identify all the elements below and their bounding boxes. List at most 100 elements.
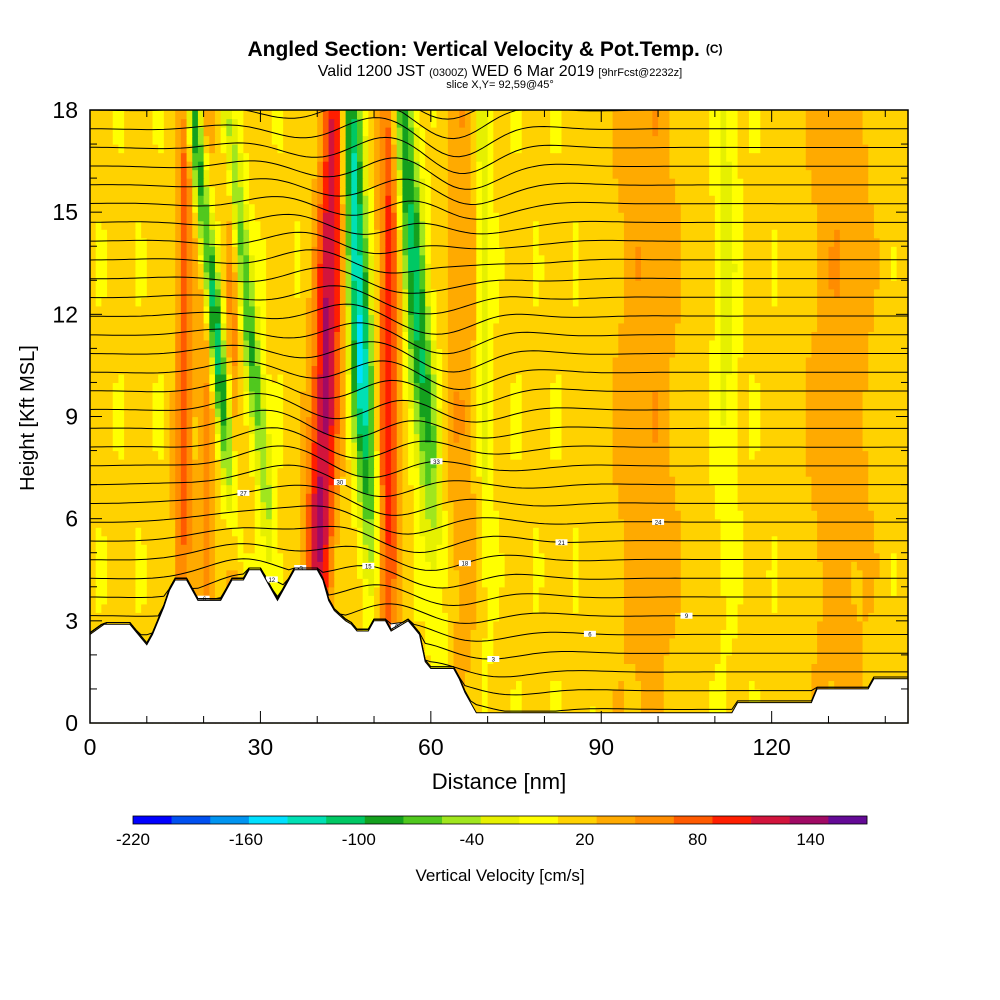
- velocity-cell: [817, 663, 824, 673]
- velocity-cell: [663, 688, 671, 699]
- velocity-cell: [521, 450, 528, 460]
- velocity-cell: [209, 459, 216, 469]
- velocity-cell: [567, 527, 574, 537]
- velocity-cell: [504, 425, 511, 435]
- velocity-cell: [658, 697, 665, 707]
- velocity-cell: [709, 518, 716, 528]
- velocity-cell: [351, 544, 358, 554]
- velocity-cell: [760, 442, 767, 452]
- velocity-cell: [527, 433, 534, 443]
- velocity-cell: [197, 518, 205, 528]
- velocity-cell: [112, 484, 119, 494]
- velocity-cell: [777, 561, 784, 571]
- velocity-cell: [885, 442, 892, 452]
- velocity-cell: [175, 433, 182, 443]
- velocity-cell: [805, 476, 813, 486]
- velocity-cell: [777, 620, 784, 630]
- velocity-cell: [124, 467, 131, 477]
- velocity-cell: [464, 527, 472, 537]
- velocity-cell: [822, 493, 830, 503]
- velocity-cell: [868, 467, 875, 477]
- velocity-cell: [851, 620, 858, 630]
- velocity-cell: [595, 484, 602, 494]
- velocity-cell: [777, 688, 784, 699]
- velocity-cell: [839, 671, 847, 682]
- velocity-cell: [726, 442, 733, 452]
- velocity-cell: [800, 688, 807, 699]
- velocity-cell: [510, 629, 517, 639]
- velocity-cell: [567, 433, 574, 443]
- velocity-cell: [345, 450, 352, 460]
- velocity-cell: [589, 637, 597, 647]
- velocity-cell: [862, 527, 869, 537]
- velocity-cell: [152, 501, 159, 511]
- velocity-cell: [572, 620, 580, 630]
- velocity-cell: [226, 527, 233, 537]
- velocity-cell: [567, 493, 574, 503]
- velocity-cell: [703, 697, 710, 707]
- velocity-cell: [760, 646, 767, 656]
- velocity-cell: [805, 654, 813, 664]
- velocity-cell: [430, 663, 438, 673]
- velocity-cell: [896, 501, 903, 511]
- velocity-cell: [703, 493, 710, 503]
- velocity-cell: [550, 544, 557, 554]
- velocity-cell: [658, 501, 665, 511]
- velocity-cell: [572, 603, 580, 613]
- velocity-cell: [107, 493, 114, 503]
- velocity-cell: [192, 518, 199, 528]
- velocity-cell: [544, 459, 551, 469]
- velocity-cell: [783, 501, 790, 511]
- velocity-cell: [743, 612, 750, 622]
- velocity-cell: [902, 459, 909, 469]
- velocity-cell: [692, 518, 699, 528]
- velocity-cell: [862, 578, 869, 588]
- velocity-cell: [447, 586, 455, 596]
- velocity-cell: [362, 552, 369, 562]
- velocity-cell: [567, 620, 574, 630]
- velocity-cell: [481, 663, 489, 673]
- velocity-cell: [464, 501, 472, 511]
- velocity-cell: [374, 603, 381, 613]
- velocity-cell: [641, 680, 648, 690]
- velocity-cell: [828, 552, 835, 562]
- velocity-cell: [152, 518, 159, 528]
- velocity-cell: [629, 433, 636, 443]
- velocity-cell: [493, 510, 500, 520]
- velocity-cell: [794, 612, 801, 622]
- velocity-cell: [675, 442, 682, 452]
- velocity-cell: [856, 663, 864, 673]
- velocity-cell: [686, 544, 693, 554]
- velocity-cell: [493, 425, 500, 435]
- velocity-cell: [487, 510, 494, 520]
- velocity-cell: [646, 484, 653, 494]
- velocity-cell: [783, 484, 790, 494]
- velocity-cell: [391, 510, 398, 520]
- velocity-cell: [328, 510, 335, 520]
- velocity-cell: [379, 527, 386, 537]
- velocity-cell: [504, 629, 511, 639]
- velocity-cell: [129, 578, 137, 588]
- velocity-cell: [731, 450, 739, 460]
- velocity-cell: [646, 433, 653, 443]
- velocity-cell: [243, 552, 250, 562]
- velocity-cell: [237, 544, 244, 554]
- velocity-cell: [788, 476, 795, 486]
- velocity-cell: [124, 561, 131, 571]
- velocity-cell: [737, 484, 744, 494]
- velocity-cell: [453, 654, 460, 664]
- velocity-cell: [90, 612, 97, 622]
- velocity-cell: [771, 433, 778, 443]
- velocity-cell: [447, 425, 455, 435]
- velocity-cell: [220, 544, 227, 554]
- velocity-cell: [578, 688, 585, 699]
- velocity-cell: [328, 476, 335, 486]
- velocity-cell: [743, 527, 750, 537]
- velocity-cell: [720, 544, 727, 554]
- velocity-cell: [555, 552, 563, 562]
- velocity-cell: [402, 518, 409, 528]
- velocity-cell: [629, 586, 636, 596]
- velocity-cell: [873, 442, 881, 452]
- velocity-cell: [391, 484, 398, 494]
- velocity-cell: [146, 561, 154, 571]
